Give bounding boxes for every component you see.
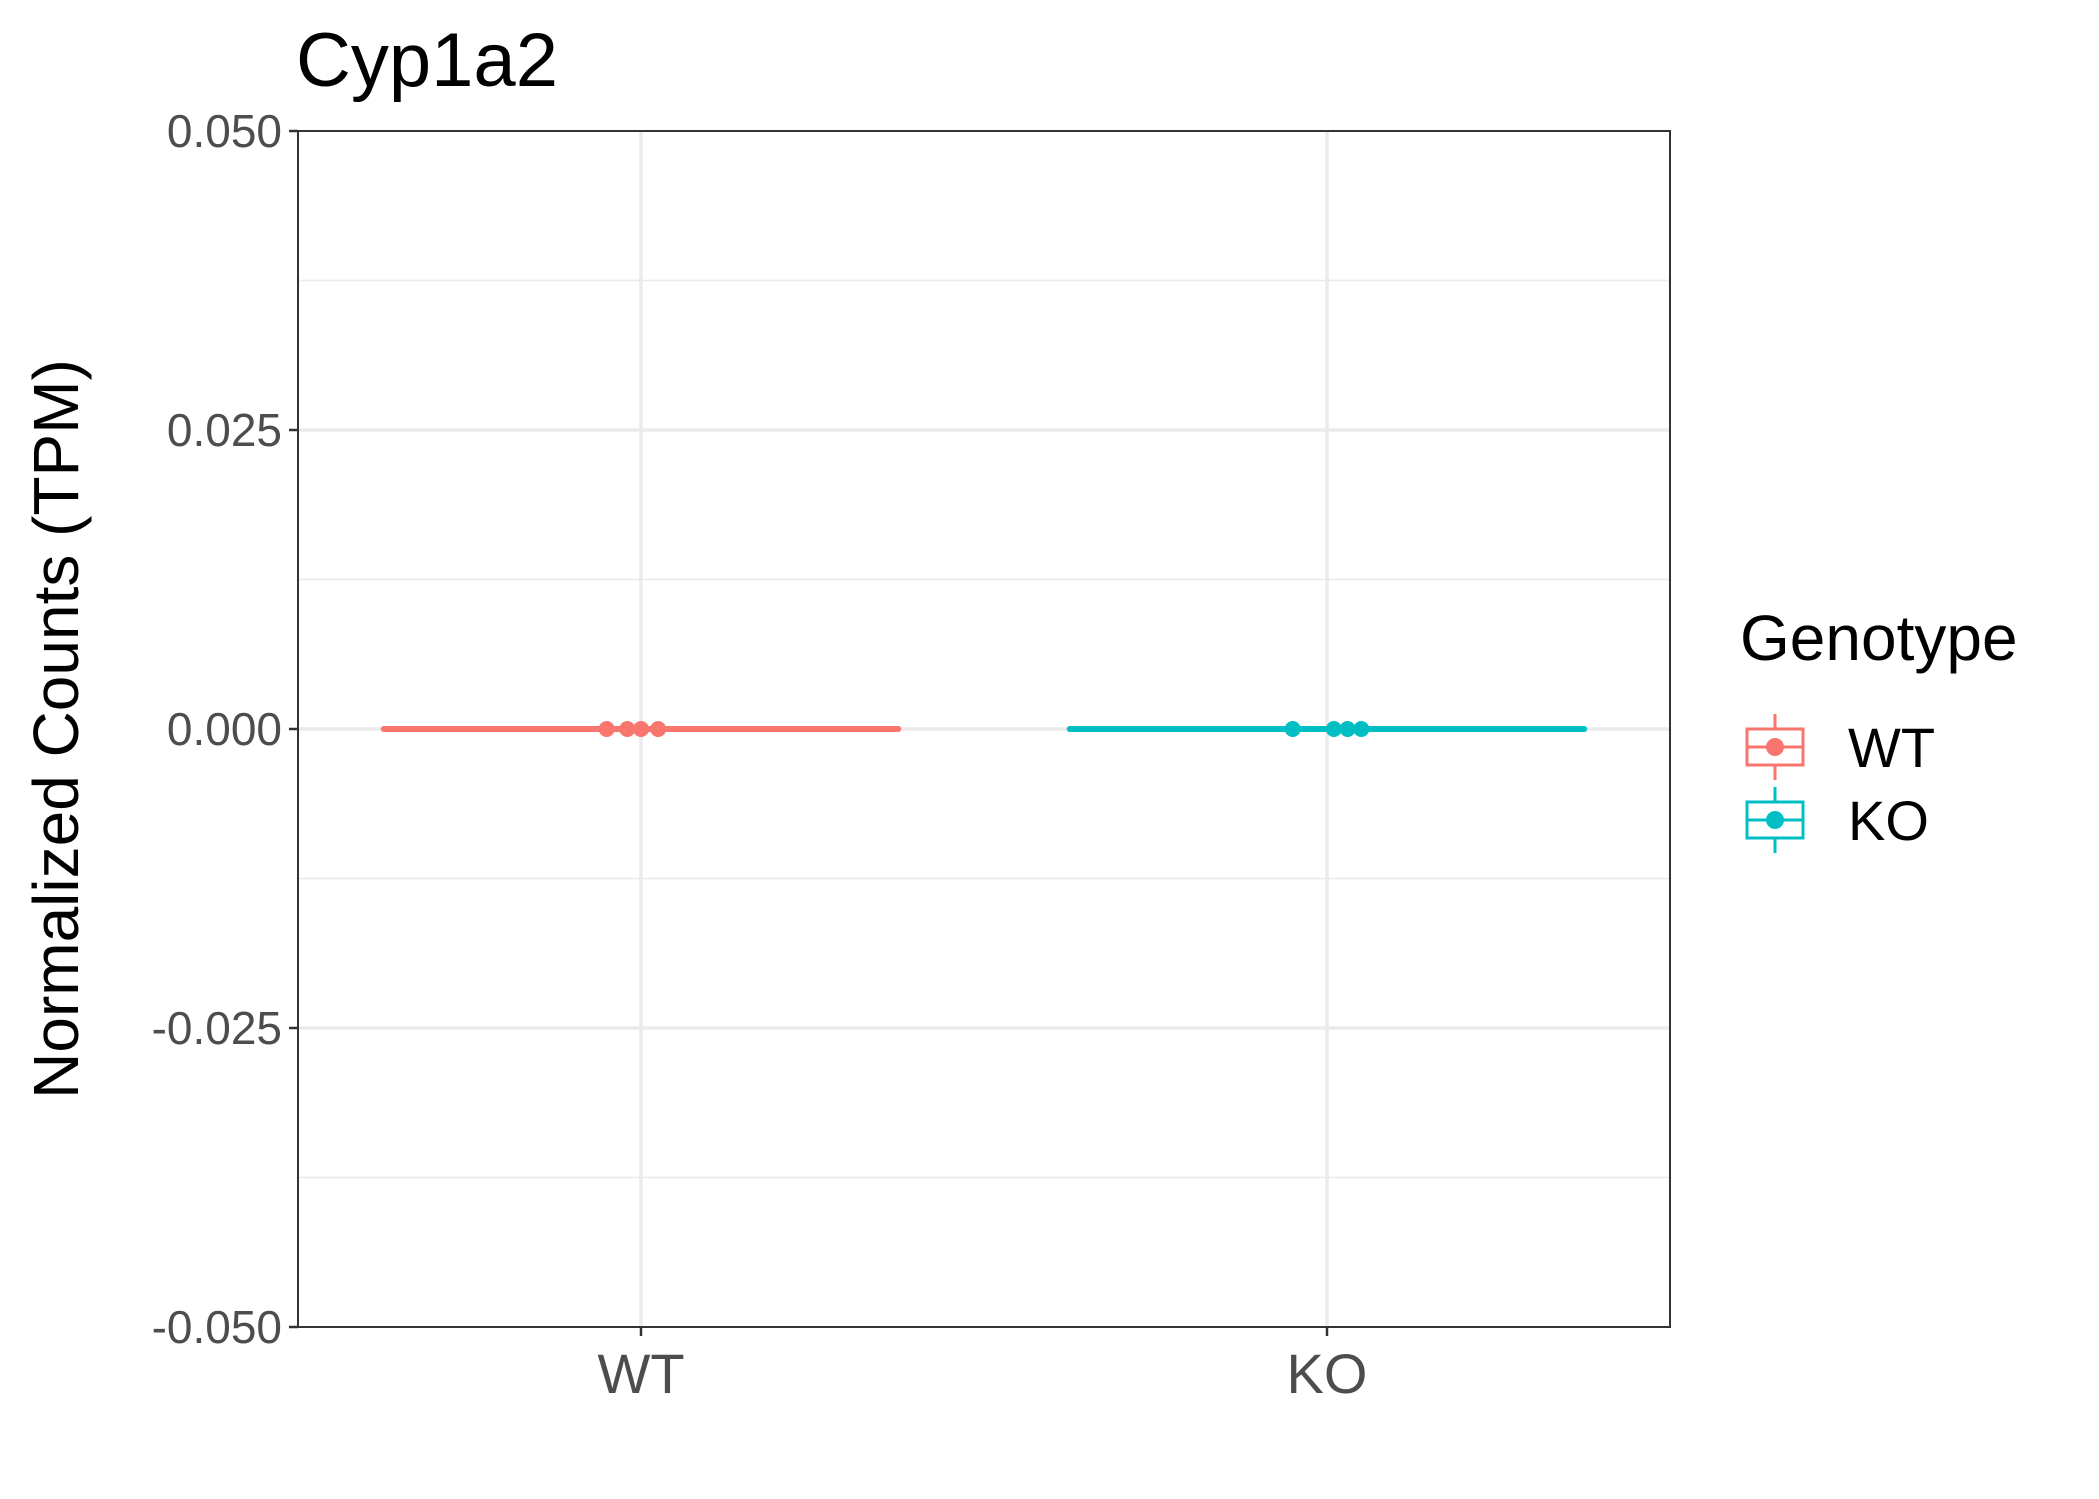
y-tick-label: -0.050 [152,1301,282,1353]
data-point [633,721,649,737]
data-point [619,721,636,737]
legend-label: KO [1848,789,1929,852]
y-tick-label: 0.000 [167,703,282,755]
y-tick-label: 0.025 [167,404,282,456]
data-point [598,721,615,737]
legend-key-point [1766,738,1784,756]
y-axis-label: Normalized Counts (TPM) [20,359,92,1099]
legend-key-point [1766,811,1784,829]
x-tick-label: WT [597,1342,684,1405]
data-point [1284,721,1301,737]
chart-title: Cyp1a2 [296,18,558,103]
data-point [1353,721,1370,737]
data-point [650,721,667,737]
x-axis: WT KO [597,1327,1367,1405]
y-tick-label: 0.050 [167,105,282,157]
y-axis: 0.050 0.025 0.000 -0.025 -0.050 [152,105,298,1353]
x-tick-label: KO [1287,1342,1368,1405]
data-points [598,721,1370,737]
legend-label: WT [1848,716,1935,779]
data-point [1339,721,1356,737]
legend: Genotype WT KO [1740,602,2018,853]
y-tick-label: -0.025 [152,1002,282,1054]
data-point [1325,721,1342,737]
legend-title: Genotype [1740,602,2018,674]
